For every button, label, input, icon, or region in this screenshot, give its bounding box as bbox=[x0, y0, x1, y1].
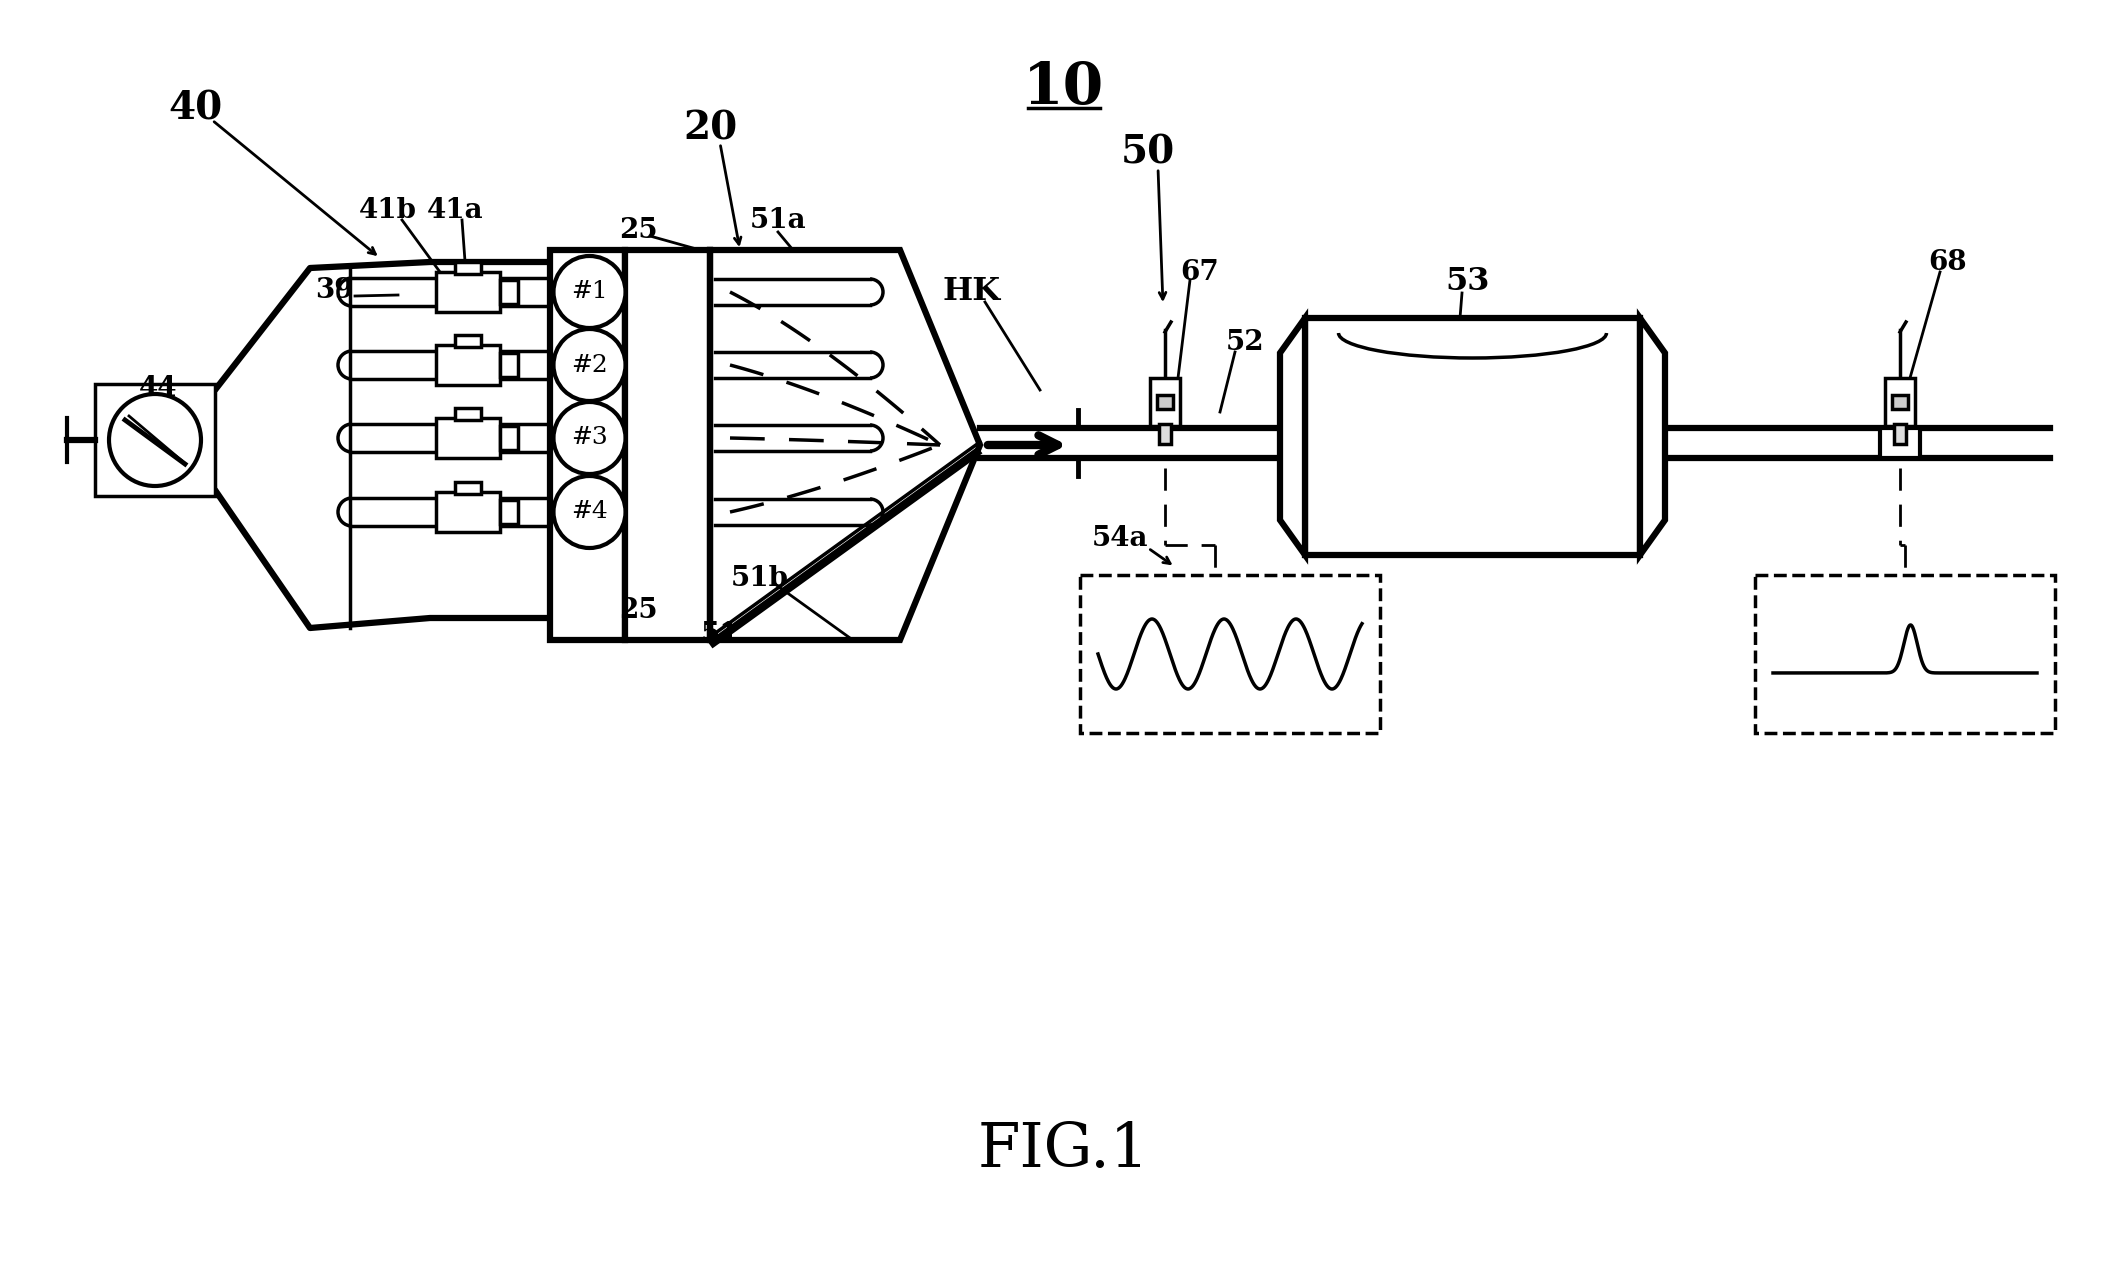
Text: 25: 25 bbox=[619, 216, 657, 243]
Bar bbox=[500, 280, 519, 304]
Bar bbox=[1306, 318, 1640, 555]
Text: 68: 68 bbox=[1929, 248, 1967, 275]
Bar bbox=[1157, 395, 1172, 409]
Text: #4: #4 bbox=[572, 500, 608, 523]
Bar bbox=[455, 408, 481, 420]
Bar bbox=[436, 492, 500, 532]
Text: FIG.1: FIG.1 bbox=[976, 1120, 1149, 1181]
Bar bbox=[551, 249, 625, 640]
Bar bbox=[500, 500, 519, 524]
Text: 51: 51 bbox=[700, 622, 740, 648]
Text: 20: 20 bbox=[683, 109, 738, 147]
Circle shape bbox=[553, 256, 625, 327]
Circle shape bbox=[553, 402, 625, 475]
Bar bbox=[625, 249, 710, 640]
Bar bbox=[436, 418, 500, 458]
Bar bbox=[1893, 425, 1906, 444]
Bar bbox=[1755, 576, 2055, 733]
Text: 39: 39 bbox=[315, 276, 353, 303]
Circle shape bbox=[553, 329, 625, 402]
Bar bbox=[455, 335, 481, 347]
Bar bbox=[500, 426, 519, 450]
Text: 40: 40 bbox=[168, 90, 221, 127]
Polygon shape bbox=[1280, 318, 1306, 555]
Polygon shape bbox=[1640, 318, 1665, 555]
Bar bbox=[436, 272, 500, 312]
Bar bbox=[455, 482, 481, 494]
Text: #1: #1 bbox=[572, 280, 608, 303]
Text: 54a: 54a bbox=[1091, 524, 1149, 551]
Text: 25: 25 bbox=[619, 596, 657, 623]
Text: 53: 53 bbox=[1446, 266, 1491, 298]
Bar bbox=[1081, 576, 1380, 733]
Circle shape bbox=[553, 476, 625, 547]
Circle shape bbox=[108, 394, 200, 486]
Text: 67: 67 bbox=[1180, 258, 1219, 285]
Bar bbox=[455, 262, 481, 274]
Text: 51b: 51b bbox=[732, 564, 789, 591]
Bar bbox=[1893, 395, 1908, 409]
Text: #2: #2 bbox=[572, 353, 608, 376]
Bar bbox=[1880, 428, 1921, 458]
Bar bbox=[1159, 425, 1172, 444]
Bar bbox=[436, 345, 500, 385]
Bar bbox=[1151, 379, 1180, 426]
Text: 10: 10 bbox=[1023, 60, 1104, 116]
Text: 41b: 41b bbox=[359, 197, 417, 224]
Text: 51a: 51a bbox=[749, 206, 806, 234]
Text: 41a: 41a bbox=[428, 197, 483, 224]
Bar bbox=[1885, 379, 1914, 426]
Text: 52: 52 bbox=[1225, 329, 1263, 356]
Text: HK: HK bbox=[942, 276, 1002, 307]
Text: 44: 44 bbox=[138, 375, 177, 402]
Bar bbox=[96, 384, 215, 496]
Bar bbox=[500, 353, 519, 377]
Text: #3: #3 bbox=[572, 426, 608, 449]
Text: 50: 50 bbox=[1121, 133, 1174, 171]
